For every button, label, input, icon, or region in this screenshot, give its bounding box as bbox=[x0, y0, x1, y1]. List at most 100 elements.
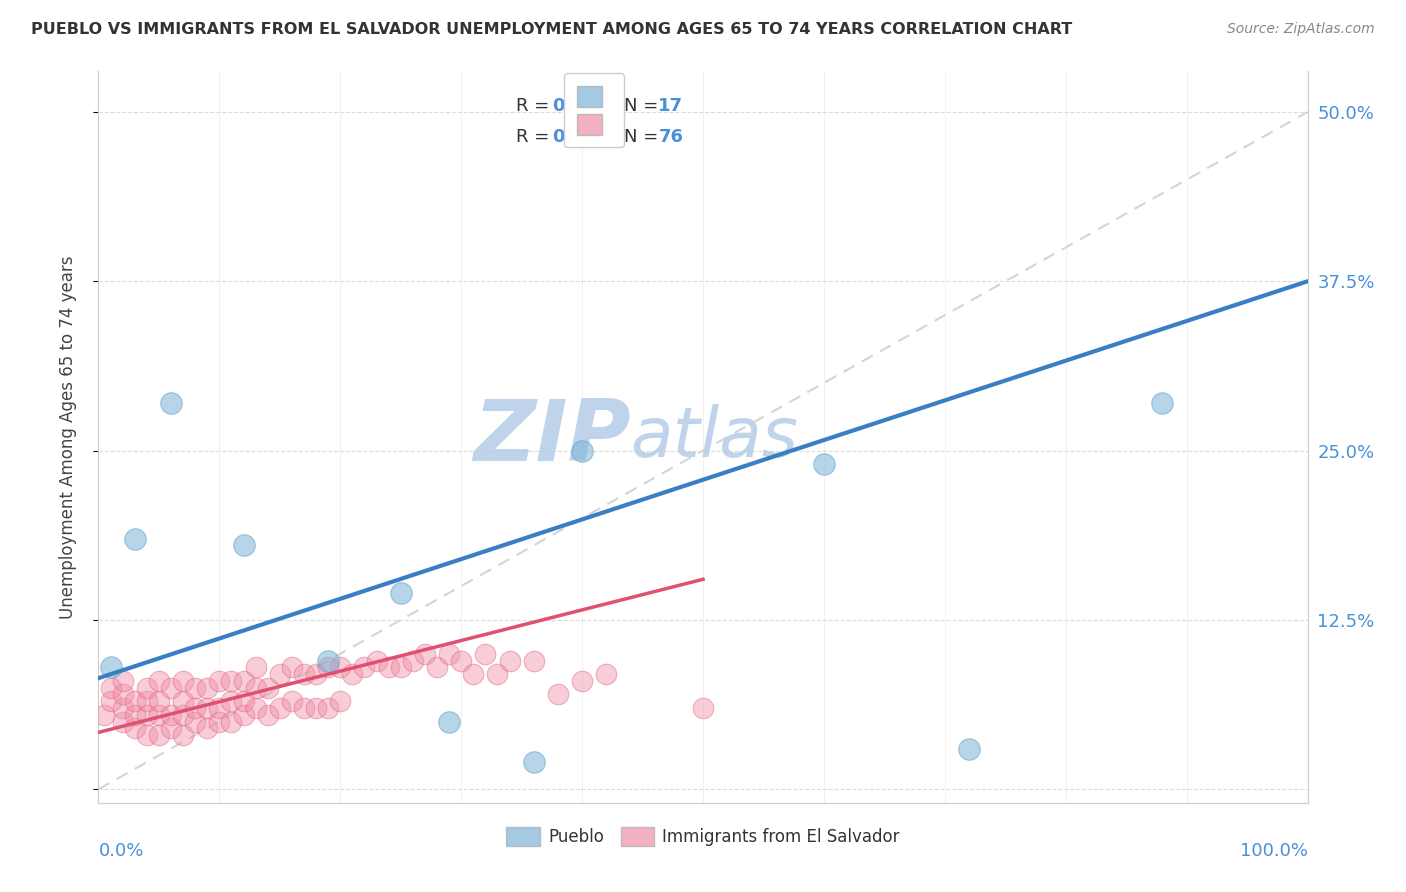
Point bbox=[195, 681, 218, 695]
Point bbox=[245, 701, 267, 715]
Point bbox=[111, 688, 134, 702]
Point bbox=[232, 707, 254, 722]
Point bbox=[221, 714, 243, 729]
Point bbox=[172, 707, 194, 722]
Point bbox=[269, 701, 291, 715]
Point bbox=[523, 654, 546, 668]
Point bbox=[124, 694, 146, 708]
Point bbox=[208, 714, 231, 729]
Point bbox=[93, 707, 115, 722]
Point bbox=[135, 728, 157, 742]
Point bbox=[172, 694, 194, 708]
Point bbox=[426, 660, 449, 674]
Point bbox=[100, 660, 122, 674]
Point bbox=[305, 667, 328, 681]
Point bbox=[232, 694, 254, 708]
Text: 0.454: 0.454 bbox=[551, 128, 609, 146]
Point bbox=[208, 673, 231, 688]
Point bbox=[329, 660, 352, 674]
Point bbox=[463, 667, 485, 681]
Point bbox=[245, 681, 267, 695]
Point bbox=[389, 660, 412, 674]
Point bbox=[256, 681, 278, 695]
Point bbox=[135, 681, 157, 695]
Point bbox=[100, 694, 122, 708]
Point bbox=[342, 667, 364, 681]
Point bbox=[413, 647, 436, 661]
Point bbox=[437, 714, 460, 729]
Point bbox=[957, 741, 980, 756]
Point bbox=[124, 721, 146, 735]
Point bbox=[692, 701, 714, 715]
Point bbox=[256, 707, 278, 722]
Text: 0.546: 0.546 bbox=[551, 97, 609, 115]
Point bbox=[148, 707, 170, 722]
Point bbox=[450, 654, 472, 668]
Text: 17: 17 bbox=[658, 97, 683, 115]
Point bbox=[195, 701, 218, 715]
Text: 100.0%: 100.0% bbox=[1240, 842, 1308, 860]
Point bbox=[316, 660, 339, 674]
Point bbox=[135, 707, 157, 722]
Point bbox=[353, 660, 375, 674]
Point bbox=[366, 654, 388, 668]
Point bbox=[595, 667, 617, 681]
Point bbox=[111, 714, 134, 729]
Point bbox=[232, 673, 254, 688]
Point bbox=[523, 755, 546, 769]
Point bbox=[184, 681, 207, 695]
Point bbox=[100, 681, 122, 695]
Point bbox=[486, 667, 509, 681]
Text: 0.0%: 0.0% bbox=[98, 842, 143, 860]
Point bbox=[281, 660, 304, 674]
Point bbox=[221, 673, 243, 688]
Point bbox=[547, 688, 569, 702]
Point bbox=[571, 443, 593, 458]
Y-axis label: Unemployment Among Ages 65 to 74 years: Unemployment Among Ages 65 to 74 years bbox=[59, 255, 77, 619]
Text: R =: R = bbox=[516, 128, 554, 146]
Point bbox=[329, 694, 352, 708]
Point bbox=[1152, 396, 1174, 410]
Text: 76: 76 bbox=[658, 128, 683, 146]
Point bbox=[148, 728, 170, 742]
Text: N =: N = bbox=[624, 97, 665, 115]
Text: atlas: atlas bbox=[630, 403, 799, 471]
Point bbox=[124, 532, 146, 546]
Text: PUEBLO VS IMMIGRANTS FROM EL SALVADOR UNEMPLOYMENT AMONG AGES 65 TO 74 YEARS COR: PUEBLO VS IMMIGRANTS FROM EL SALVADOR UN… bbox=[31, 22, 1073, 37]
Text: ZIP: ZIP bbox=[472, 395, 630, 479]
Point bbox=[148, 673, 170, 688]
Point bbox=[184, 701, 207, 715]
Point bbox=[571, 673, 593, 688]
Point bbox=[292, 667, 315, 681]
Point bbox=[305, 701, 328, 715]
Point bbox=[402, 654, 425, 668]
Point bbox=[148, 694, 170, 708]
Text: R =: R = bbox=[516, 97, 554, 115]
Point bbox=[269, 667, 291, 681]
Text: N =: N = bbox=[624, 128, 665, 146]
Point bbox=[221, 694, 243, 708]
Point bbox=[111, 701, 134, 715]
Point bbox=[316, 701, 339, 715]
Point bbox=[232, 538, 254, 552]
Point bbox=[160, 707, 183, 722]
Point bbox=[160, 396, 183, 410]
Point bbox=[208, 701, 231, 715]
Point bbox=[474, 647, 496, 661]
Point bbox=[111, 673, 134, 688]
Point bbox=[437, 647, 460, 661]
Point bbox=[316, 654, 339, 668]
Point bbox=[281, 694, 304, 708]
Point bbox=[292, 701, 315, 715]
Text: Source: ZipAtlas.com: Source: ZipAtlas.com bbox=[1227, 22, 1375, 37]
Point bbox=[184, 714, 207, 729]
Point bbox=[124, 707, 146, 722]
Point bbox=[498, 654, 520, 668]
Point bbox=[160, 721, 183, 735]
Point bbox=[195, 721, 218, 735]
Point bbox=[245, 660, 267, 674]
Point bbox=[389, 586, 412, 600]
Point bbox=[813, 457, 835, 471]
Point bbox=[172, 673, 194, 688]
Legend: Pueblo, Immigrants from El Salvador: Pueblo, Immigrants from El Salvador bbox=[499, 821, 907, 853]
